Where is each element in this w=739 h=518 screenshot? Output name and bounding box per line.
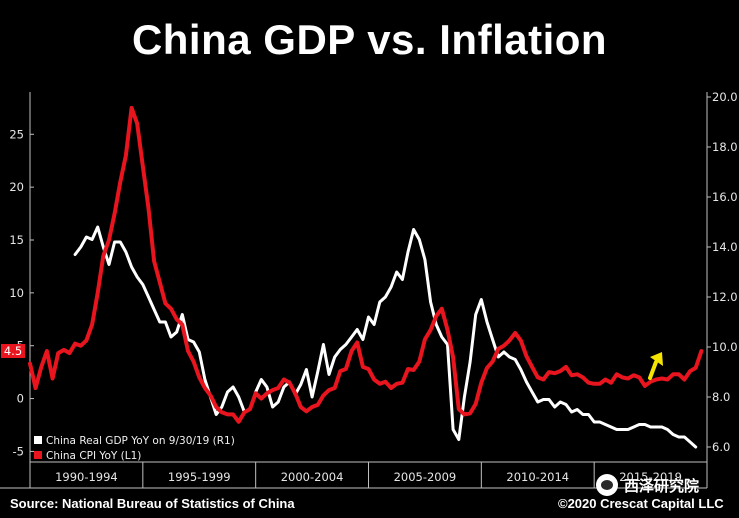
x-tick-label: 2010-2014: [506, 470, 569, 484]
x-tick-label: 1990-1994: [55, 470, 118, 484]
legend: China Real GDP YoY on 9/30/19 (R1) China …: [34, 435, 235, 462]
right-tick-label: 20.0: [712, 90, 738, 104]
legend-item-gdp-label: China Real GDP YoY on 9/30/19 (R1): [46, 435, 235, 447]
last-value-label: 4.5: [4, 344, 22, 358]
source-note: Source: National Bureau of Statistics of…: [10, 496, 295, 511]
copyright-note: ©2020 Crescat Capital LLC: [558, 496, 724, 511]
right-axis: 6.0 8.0 10.0 12.0 14.0 16.0 18.0 20.0: [707, 90, 738, 454]
right-tick-label: 8.0: [712, 390, 730, 404]
x-tick-label: 2005-2009: [394, 470, 457, 484]
legend-item-cpi-label: China CPI YoY (L1): [46, 450, 141, 462]
wechat-icon: [596, 474, 618, 496]
left-tick-label: -5: [13, 444, 24, 458]
watermark: 西泽研究院: [596, 474, 699, 496]
right-tick-label: 14.0: [712, 240, 738, 254]
right-tick-label: 18.0: [712, 140, 738, 154]
plot-frame: [0, 92, 708, 489]
left-tick-label: 20: [9, 180, 24, 194]
last-value-badge: [1, 344, 25, 358]
x-axis: 1990-1994 1995-1999 2000-2004 2005-2009 2010…: [29, 462, 708, 488]
legend-item-cpi-swatch: [34, 451, 42, 459]
right-tick-label: 16.0: [712, 190, 738, 204]
x-tick-label: 2015-2019: [619, 470, 682, 484]
chart-title: China GDP vs. Inflation: [131, 16, 608, 63]
left-tick-label: 15: [9, 233, 24, 247]
left-axis: -50510152025: [9, 127, 34, 458]
watermark-text: 西泽研究院: [624, 476, 700, 495]
gdp-series-line: [73, 225, 698, 449]
x-tick-label: 2000-2004: [281, 470, 344, 484]
cpi-series-line: [28, 105, 704, 424]
trend-arrow-shaft: [648, 360, 658, 380]
annotations: 4.5: [1, 344, 663, 380]
left-tick-label: 10: [9, 286, 24, 300]
right-tick-label: 12.0: [712, 290, 738, 304]
trend-arrow-head: [650, 352, 663, 366]
left-tick-label: 0: [17, 392, 24, 406]
x-tick-label: 1995-1999: [168, 470, 231, 484]
right-tick-label: 10.0: [712, 340, 738, 354]
left-tick-label: 25: [9, 127, 24, 141]
right-tick-label: 6.0: [712, 440, 730, 454]
legend-item-gdp-swatch: [34, 436, 42, 444]
series-layer: [28, 105, 704, 449]
